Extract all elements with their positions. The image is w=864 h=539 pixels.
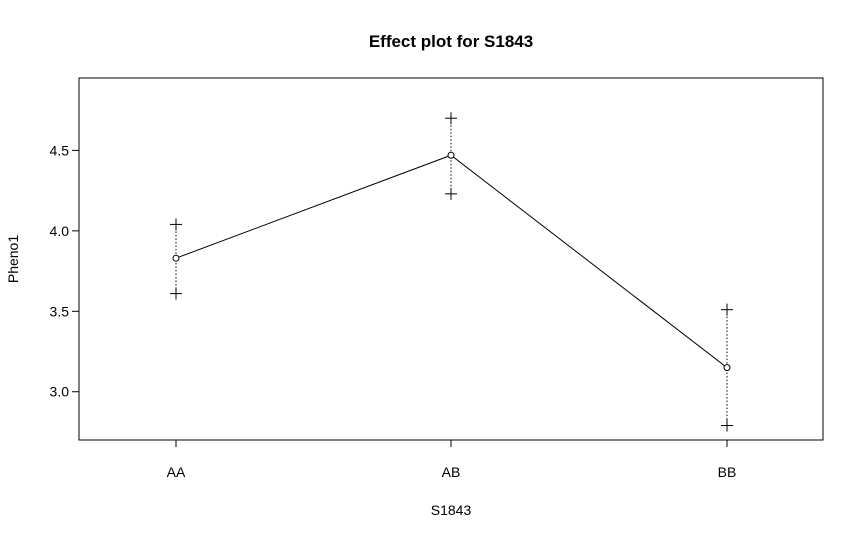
y-axis-label: Pheno1 xyxy=(5,235,21,283)
upper-bound-marker xyxy=(445,112,457,125)
lower-bound-marker xyxy=(721,419,733,432)
y-tick-label: 4.0 xyxy=(50,223,70,239)
x-tick-label: BB xyxy=(718,464,737,480)
series-layer xyxy=(170,112,733,432)
data-point xyxy=(447,151,455,159)
lower-bound-marker xyxy=(170,287,182,300)
y-tick-label: 3.5 xyxy=(50,303,70,319)
upper-bound-marker xyxy=(170,218,182,231)
series-line xyxy=(175,154,728,368)
data-point xyxy=(723,364,731,372)
x-tick-label: AA xyxy=(167,464,186,480)
lower-bound-marker xyxy=(445,187,457,200)
upper-bound-marker xyxy=(721,303,733,316)
x-axis-label: S1843 xyxy=(431,502,472,518)
data-point xyxy=(172,254,180,262)
x-tick-label: AB xyxy=(442,464,461,480)
y-tick-label: 3.0 xyxy=(50,384,70,400)
y-axis: 3.0 3.5 4.0 4.5 xyxy=(50,142,79,400)
chart-title: Effect plot for S1843 xyxy=(369,32,533,51)
x-axis: AA AB BB xyxy=(167,440,737,480)
y-tick-label: 4.5 xyxy=(50,142,70,158)
